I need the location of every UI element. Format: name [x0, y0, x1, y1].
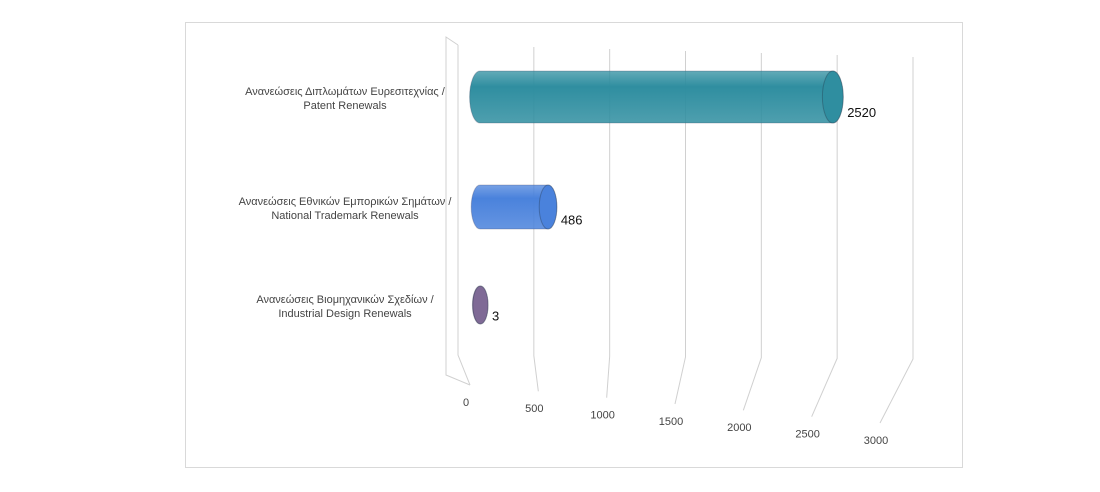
y-tick-label: Ανανεώσεις Διπλωμάτων Ευρεσιτεχνίας / — [245, 86, 446, 98]
value-label: 2520 — [847, 105, 876, 120]
y-tick-label: Industrial Design Renewals — [278, 308, 412, 320]
x-tick-label: 1000 — [590, 410, 614, 422]
bar-cap — [472, 285, 489, 325]
value-label: 3 — [492, 309, 499, 324]
bar — [469, 70, 844, 124]
wall-edge — [445, 36, 471, 386]
bar — [471, 285, 489, 325]
bar-cap — [821, 70, 844, 124]
bar-cap — [538, 184, 558, 230]
grid-line — [606, 49, 611, 398]
y-tick-label: Ανανεώσεις Εθνικών Εμπορικών Σημάτων / — [239, 196, 453, 208]
grid-line — [457, 45, 471, 386]
x-tick-label: 2500 — [795, 429, 819, 441]
grid-line — [674, 51, 686, 405]
x-tick-label: 500 — [525, 403, 543, 415]
grid-line — [811, 55, 838, 417]
grid-line — [533, 47, 539, 392]
bar — [470, 184, 558, 230]
x-tick-label: 0 — [463, 397, 469, 409]
grid-line — [879, 57, 914, 424]
x-tick-label: 2000 — [727, 422, 751, 434]
x-tick-label: 1500 — [659, 416, 683, 428]
y-tick-label: Ανανεώσεις Βιομηχανικών Σχεδίων / — [256, 294, 434, 306]
value-label: 486 — [561, 213, 583, 228]
x-tick-label: 3000 — [864, 435, 888, 447]
y-tick-label: National Trademark Renewals — [271, 210, 419, 222]
grid-line — [742, 53, 762, 411]
bar-body — [469, 70, 844, 124]
y-tick-label: Patent Renewals — [303, 100, 387, 112]
